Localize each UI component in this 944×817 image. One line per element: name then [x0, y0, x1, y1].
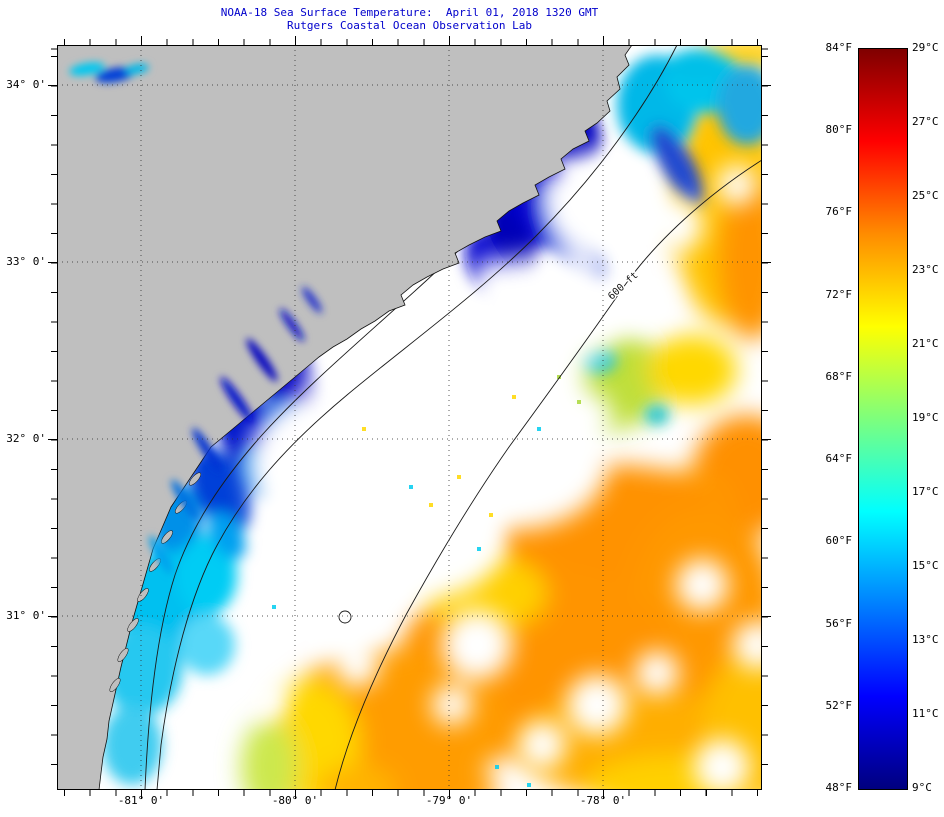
temperature-colorbar — [858, 48, 908, 790]
major-tick — [48, 439, 57, 440]
major-tick — [762, 262, 771, 263]
minor-ticks-bottom — [57, 790, 762, 796]
major-tick — [141, 790, 142, 799]
estuary-plumes — [149, 286, 322, 575]
colorbar-f-label: 48°F — [825, 781, 853, 794]
y-tick-label: 31° 0' — [6, 609, 46, 622]
colorbar-c-label: 17°C — [912, 485, 939, 498]
colorbar-f-label: 72°F — [825, 288, 853, 301]
x-tick-label: -81° 0' — [117, 794, 165, 807]
colorbar-c-label: 21°C — [912, 337, 939, 350]
colorbar-f-label: 56°F — [825, 617, 853, 630]
minor-ticks-top — [57, 39, 762, 45]
colorbar-f-label: 76°F — [825, 205, 853, 218]
x-tick-label: -79° 0' — [425, 794, 473, 807]
colorbar-c-label: 11°C — [912, 707, 939, 720]
figure-subtitle: Rutgers Coastal Ocean Observation Lab — [286, 19, 533, 32]
contour-mid — [156, 45, 678, 790]
inland-water — [69, 62, 149, 83]
map-plot: 600 ft — [57, 45, 762, 790]
y-tick-label: 32° 0' — [6, 432, 46, 445]
x-tick-label: -80° 0' — [271, 794, 319, 807]
major-tick — [762, 616, 771, 617]
major-tick — [449, 36, 450, 45]
sst-map-svg: 600 ft — [57, 45, 762, 790]
colorbar-f-label: 60°F — [825, 534, 853, 547]
colorbar-c-label: 13°C — [912, 633, 939, 646]
colorbar-c-label: 23°C — [912, 263, 939, 276]
coastal-islands — [109, 472, 202, 693]
major-tick — [449, 790, 450, 799]
major-tick — [141, 36, 142, 45]
colorbar-c-label: 25°C — [912, 189, 939, 202]
y-tick-label: 34° 0' — [6, 78, 46, 91]
grid-lines — [57, 45, 762, 790]
major-tick — [762, 439, 771, 440]
major-tick — [762, 85, 771, 86]
contour-600ft — [334, 159, 762, 790]
colorbar-f-label: 52°F — [825, 699, 853, 712]
colorbar-f-label: 80°F — [825, 123, 853, 136]
major-tick — [48, 262, 57, 263]
colorbar-f-label: 64°F — [825, 452, 853, 465]
major-tick — [295, 36, 296, 45]
colorbar-f-label: 84°F — [825, 41, 853, 54]
minor-ticks-left — [51, 45, 57, 790]
major-tick — [295, 790, 296, 799]
major-tick — [603, 36, 604, 45]
colorbar-c-label: 9°C — [912, 781, 932, 794]
plot-frame — [57, 45, 762, 790]
colorbar-c-label: 29°C — [912, 41, 939, 54]
y-tick-label: 33° 0' — [6, 255, 46, 268]
colorbar-c-label: 27°C — [912, 115, 939, 128]
major-tick — [48, 85, 57, 86]
major-tick — [48, 616, 57, 617]
colorbar-c-label: 19°C — [912, 411, 939, 424]
x-tick-label: -78° 0' — [579, 794, 627, 807]
figure-title: NOAA-18 Sea Surface Temperature: April 0… — [220, 6, 599, 19]
minor-ticks-right — [762, 45, 768, 790]
colorbar-c-label: 15°C — [912, 559, 939, 572]
colorbar-f-label: 68°F — [825, 370, 853, 383]
major-tick — [603, 790, 604, 799]
contour-closed-ring — [338, 610, 352, 624]
